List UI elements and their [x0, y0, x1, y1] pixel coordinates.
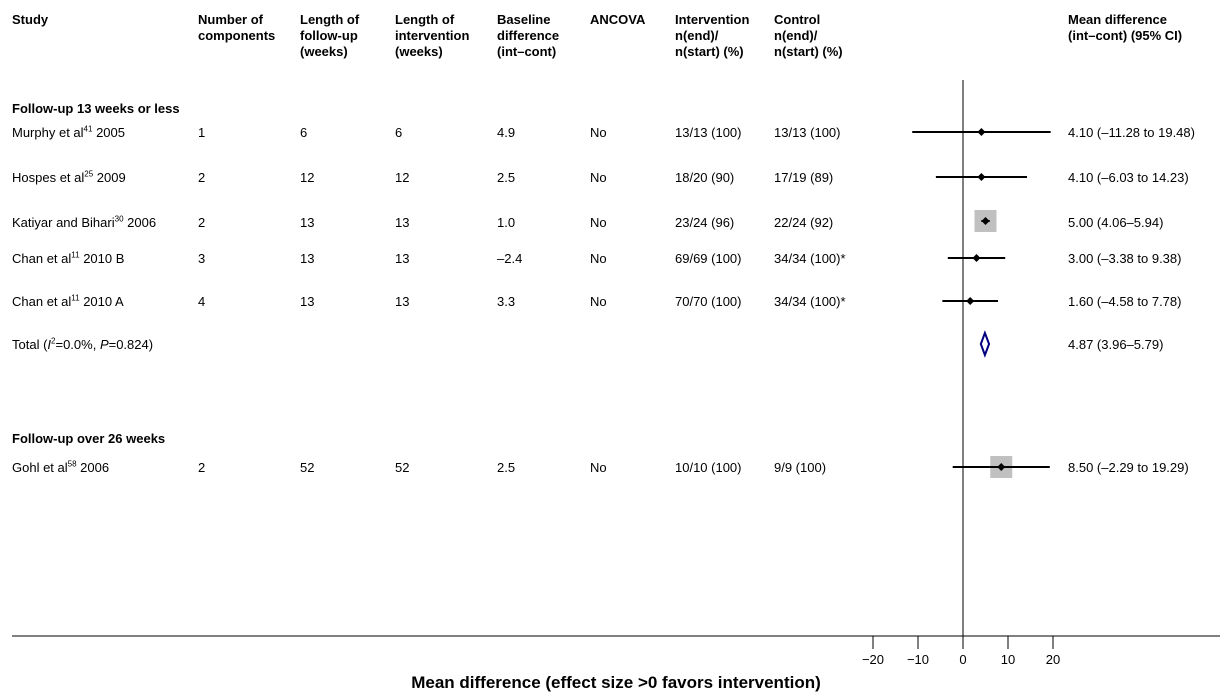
components-cell: 2 [198, 170, 206, 185]
point-estimate [977, 173, 986, 181]
baseline-cell: –2.4 [497, 251, 523, 266]
ancova-cell: No [590, 294, 607, 309]
total-label: Total (I2=0.0%, P=0.824) [12, 336, 154, 352]
intervention-length-cell: 12 [395, 170, 410, 185]
header-study: Study [12, 12, 49, 27]
x-tick-label: 20 [1046, 652, 1060, 667]
point-estimate [966, 297, 975, 305]
ancova-cell: No [590, 125, 607, 140]
study-name: Hospes et al25 2009 [12, 169, 126, 185]
ci-text: 8.50 (–2.29 to 19.29) [1068, 460, 1189, 475]
pooled-diamond [979, 330, 991, 358]
ci-text: 3.00 (–3.38 to 9.38) [1068, 251, 1182, 266]
x-tick-label: −20 [862, 652, 884, 667]
baseline-cell: 3.3 [497, 294, 516, 309]
intervention-length-cell: 13 [395, 251, 410, 266]
x-axis-label: Mean difference (effect size >0 favors i… [411, 673, 821, 692]
section-title: Follow-up over 26 weeks [12, 431, 166, 446]
intervention-n-cell: 69/69 (100) [675, 251, 742, 266]
components-cell: 4 [198, 294, 206, 309]
control-n-cell: 13/13 (100) [774, 125, 841, 140]
intervention-n-cell: 18/20 (90) [675, 170, 735, 185]
baseline-cell: 4.9 [497, 125, 516, 140]
study-name: Murphy et al41 2005 [12, 124, 125, 140]
ancova-cell: No [590, 170, 607, 185]
ci-text: 4.10 (–6.03 to 14.23) [1068, 170, 1189, 185]
point-estimate [972, 254, 981, 262]
x-tick-label: −10 [907, 652, 929, 667]
ancova-cell: No [590, 215, 607, 230]
study-name: Chan et al11 2010 B [12, 250, 125, 266]
intervention-length-cell: 13 [395, 294, 410, 309]
baseline-cell: 2.5 [497, 170, 516, 185]
followup-cell: 12 [300, 170, 315, 185]
components-cell: 2 [198, 215, 206, 230]
components-cell: 3 [198, 251, 206, 266]
intervention-length-cell: 13 [395, 215, 410, 230]
ci-text: 4.10 (–11.28 to 19.48) [1068, 125, 1195, 140]
x-tick-label: 10 [1001, 652, 1015, 667]
control-n-cell: 34/34 (100)* [774, 251, 846, 266]
header-baseline: Baseline difference (int–cont) [497, 12, 560, 59]
intervention-n-cell: 10/10 (100) [675, 460, 742, 475]
intervention-length-cell: 6 [395, 125, 403, 140]
header-control-n: Control n(end)/ n(start) (%) [774, 12, 843, 59]
followup-cell: 13 [300, 294, 315, 309]
intervention-length-cell: 52 [395, 460, 410, 475]
x-tick-label: 0 [959, 652, 966, 667]
components-cell: 1 [198, 125, 206, 140]
intervention-n-cell: 13/13 (100) [675, 125, 742, 140]
baseline-cell: 2.5 [497, 460, 516, 475]
components-cell: 2 [198, 460, 206, 475]
control-n-cell: 17/19 (89) [774, 170, 834, 185]
header-ancova: ANCOVA [590, 12, 646, 27]
control-n-cell: 22/24 (92) [774, 215, 834, 230]
point-estimate [977, 128, 986, 136]
study-name: Chan et al11 2010 A [12, 293, 124, 309]
section-title: Follow-up 13 weeks or less [12, 101, 180, 116]
header-followup: Length of follow-up (weeks) [300, 12, 360, 59]
ci-text: 1.60 (–4.58 to 7.78) [1068, 294, 1182, 309]
baseline-cell: 1.0 [497, 215, 516, 230]
followup-cell: 6 [300, 125, 308, 140]
header-mean-difference: Mean difference (int–cont) (95% CI) [1068, 12, 1183, 43]
followup-cell: 13 [300, 215, 315, 230]
followup-cell: 52 [300, 460, 315, 475]
followup-cell: 13 [300, 251, 315, 266]
header-intervention-length: Length of intervention (weeks) [395, 12, 470, 59]
ci-text-total: 4.87 (3.96–5.79) [1068, 337, 1164, 352]
intervention-n-cell: 23/24 (96) [675, 215, 735, 230]
control-n-cell: 9/9 (100) [774, 460, 827, 475]
study-name: Gohl et al58 2006 [12, 459, 110, 475]
header-components: Number of components [198, 12, 276, 43]
ci-text: 5.00 (4.06–5.94) [1068, 215, 1164, 230]
point-estimate [981, 217, 990, 225]
study-name: Katiyar and Bihari30 2006 [12, 214, 157, 230]
ancova-cell: No [590, 251, 607, 266]
header-intervention-n: Intervention n(end)/ n(start) (%) [675, 12, 750, 59]
control-n-cell: 34/34 (100)* [774, 294, 846, 309]
point-estimate [997, 463, 1006, 471]
ancova-cell: No [590, 460, 607, 475]
intervention-n-cell: 70/70 (100) [675, 294, 742, 309]
